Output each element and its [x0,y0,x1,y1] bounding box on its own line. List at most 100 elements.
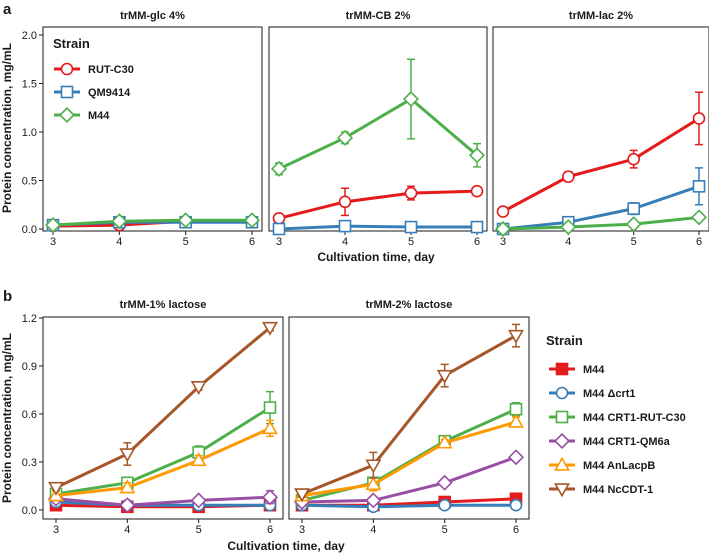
series-line [55,500,270,507]
x-tick-label: 6 [249,236,255,248]
data-point [119,448,136,463]
legend-label: M44 Δcrt1 [583,388,636,400]
data-point [625,216,642,233]
y-axis-title: Protein concentration, mg/mL [0,333,14,503]
data-point [263,401,277,414]
x-tick-label: 3 [299,524,305,536]
data-point [508,413,524,428]
y-tick-label: 2.0 [22,30,37,42]
series-line [55,326,271,489]
data-point [562,170,575,183]
data-point [272,212,286,225]
legend-marker [554,456,570,471]
y-tick-label: 0.3 [22,457,37,469]
legend-marker [553,432,571,450]
legend-a: Strain RUT-C30 QM9414 M44 [53,36,134,124]
x-tick-label: 3 [53,524,59,536]
data-point [436,369,453,384]
data-point [336,129,354,146]
y-tick-label: 1.0 [22,127,37,139]
x-tick-label: 6 [696,236,702,248]
data-point [111,213,128,230]
data-point [438,498,451,512]
data-point [272,222,286,236]
data-point [44,217,62,234]
data-point [470,184,484,198]
y-tick-label: 0.5 [22,176,37,188]
legend-label: RUT-C30 [88,64,134,76]
legend-label: QM9414 [88,87,131,99]
data-point [48,481,64,496]
series-m44 [270,58,486,177]
panel-a-1: trMM-glc 4% 3 4 5 6 0.0 0.5 1.0 1.5 2.0 [22,10,263,248]
data-point [243,212,261,229]
panel-a-2: trMM-CB 2% 3 4 5 6 [268,10,488,248]
x-axis-title: Cultivation time, day [317,250,435,264]
data-point [560,219,577,236]
series-line [502,117,700,213]
data-point [402,91,420,108]
data-point [627,202,640,215]
data-point [692,112,706,125]
series-line [278,189,478,220]
x-axis-title: Cultivation time, day [227,539,345,553]
legend-marker [555,362,569,376]
data-point [261,489,279,506]
y-axis-title: Protein concentration, mg/mL [0,43,14,213]
data-point [365,459,382,474]
data-point [508,329,524,344]
chart-a: a trMM-glc 4% 3 4 5 6 0.0 0.5 1.0 1.5 2.0 trMM-CB 2… [0,1,709,264]
legend-marker [58,106,76,124]
legend-title: Strain [546,333,583,348]
x-tick-label: 4 [116,236,122,248]
data-point [119,497,136,514]
data-point [262,420,278,435]
panel-title: trMM-lac 2% [569,10,633,22]
x-tick-label: 4 [124,524,130,536]
data-point [338,219,352,233]
x-tick-label: 6 [267,524,273,536]
data-point [177,212,194,229]
x-tick-label: 3 [500,236,506,248]
y-tick-label: 1.2 [22,313,37,325]
series-m44 [494,209,708,238]
legend-marker [555,386,569,400]
x-tick-label: 5 [631,236,637,248]
data-point [190,492,207,509]
series-m44-nccdt-1 [48,321,278,496]
data-point [690,209,708,226]
series-line [52,218,252,227]
series-m44 [44,212,261,234]
y-tick-label: 0.0 [22,505,37,517]
data-point [509,498,523,512]
series-line [55,427,271,498]
series-qm9414 [272,219,484,236]
data-point [270,160,288,177]
data-point [338,195,352,209]
data-point [404,220,418,234]
panel-title: trMM-CB 2% [346,10,411,22]
x-tick-label: 6 [513,524,519,536]
series-line [301,334,517,496]
series-line [301,420,517,498]
data-point [509,402,523,416]
figure-label-b: b [3,288,12,305]
x-tick-label: 4 [342,236,348,248]
panel-frame [268,26,488,232]
panel-a-3: trMM-lac 2% 3 4 5 6 [492,10,709,248]
panel-title: trMM-glc 4% [120,10,185,22]
x-tick-label: 5 [196,524,202,536]
y-tick-label: 0.6 [22,409,37,421]
data-point [692,180,706,193]
series-rut-c30 [496,91,706,218]
series-line [502,215,700,231]
data-point [468,147,486,164]
legend-title: Strain [53,36,90,51]
panel-title: trMM-2% lactose [366,299,453,311]
figure-label-a: a [3,1,12,18]
x-tick-label: 4 [370,524,376,536]
series-m44-nccdt-1 [294,323,524,503]
data-point [436,434,453,449]
